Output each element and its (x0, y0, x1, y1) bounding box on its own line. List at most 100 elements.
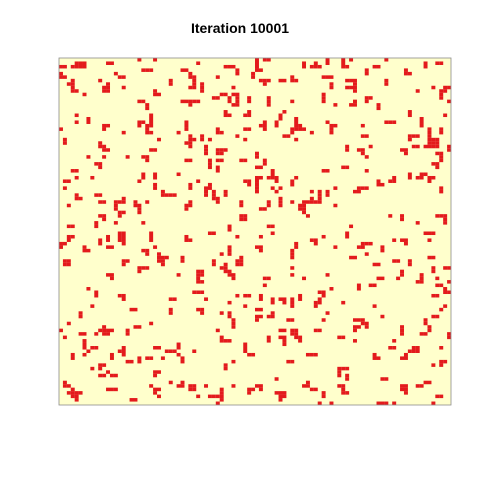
filled-cell (270, 186, 275, 190)
filled-cell (149, 234, 154, 239)
filled-cell (372, 304, 377, 308)
filled-cell (325, 61, 330, 65)
filled-cell (353, 328, 357, 333)
filled-cell (109, 356, 114, 360)
filled-cell (255, 307, 259, 312)
lattice-cells (59, 58, 452, 406)
filled-cell (176, 352, 181, 357)
filled-cell (282, 342, 287, 347)
filled-cell (239, 255, 244, 260)
filled-cell (309, 200, 314, 204)
filled-cell (388, 214, 393, 218)
filled-cell (196, 394, 201, 399)
filled-cell (278, 335, 283, 340)
filled-cell (137, 58, 142, 62)
filled-cell (239, 203, 244, 208)
filled-cell (227, 248, 232, 253)
filled-cell (160, 193, 165, 197)
filled-cell (98, 141, 103, 145)
filled-cell (184, 99, 189, 104)
filled-cell (70, 169, 75, 173)
filled-cell (109, 373, 114, 378)
filled-cell (290, 99, 295, 104)
filled-cell (149, 321, 154, 326)
filled-cell (192, 349, 197, 353)
filled-cell (219, 387, 224, 392)
filled-cell (227, 99, 232, 104)
filled-cell (106, 387, 111, 392)
filled-cell (196, 179, 201, 183)
filled-cell (266, 339, 271, 343)
filled-cell (419, 276, 424, 281)
filled-cell (70, 224, 75, 229)
filled-cell (180, 356, 185, 360)
filled-cell (251, 387, 256, 392)
filled-cell (78, 61, 83, 65)
filled-cell (200, 85, 205, 90)
filled-cell (184, 234, 189, 239)
filled-cell (407, 262, 412, 267)
filled-cell (117, 214, 122, 218)
filled-cell (200, 137, 205, 142)
filled-cell (59, 328, 63, 333)
filled-cell (196, 280, 201, 284)
filled-cell (435, 276, 440, 281)
filled-cell (247, 96, 252, 100)
filled-cell (180, 99, 185, 104)
filled-cell (188, 238, 193, 242)
filled-cell (106, 245, 111, 249)
filled-cell (376, 356, 381, 360)
filled-cell (282, 300, 287, 305)
filled-cell (419, 175, 424, 180)
filled-cell (184, 120, 189, 124)
filled-cell (137, 356, 142, 360)
filled-cell (282, 78, 287, 83)
filled-cell (192, 82, 197, 86)
filled-cell (262, 283, 267, 288)
filled-cell (341, 391, 346, 395)
filled-cell (313, 200, 318, 204)
filled-cell (247, 99, 252, 104)
filled-cell (215, 127, 220, 131)
filled-cell (294, 328, 299, 333)
filled-cell (364, 241, 369, 246)
filled-cell (407, 172, 412, 177)
filled-cell (188, 200, 193, 204)
filled-cell (235, 99, 240, 104)
filled-cell (403, 68, 408, 72)
filled-cell (325, 193, 330, 197)
filled-cell (341, 335, 346, 340)
filled-cell (443, 266, 448, 270)
filled-cell (258, 293, 263, 298)
filled-cell (290, 318, 295, 322)
filled-cell (176, 172, 181, 177)
filled-cell (278, 196, 283, 201)
filled-cell (106, 370, 111, 374)
filled-cell (258, 207, 263, 211)
filled-cell (294, 332, 299, 336)
filled-cell (98, 193, 103, 197)
filled-cell (290, 130, 295, 135)
filled-cell (380, 276, 385, 281)
filled-cell (400, 238, 405, 242)
filled-cell (247, 179, 252, 183)
filled-cell (78, 311, 83, 315)
filled-cell (353, 85, 357, 90)
filled-cell (231, 273, 236, 277)
filled-cell (98, 200, 103, 204)
filled-cell (106, 332, 111, 336)
filled-cell (321, 92, 326, 97)
filled-cell (258, 307, 263, 312)
filled-cell (62, 179, 67, 183)
filled-cell (149, 384, 154, 388)
filled-cell (86, 248, 91, 253)
filled-cell (384, 377, 389, 381)
filled-cell (180, 68, 185, 72)
filled-cell (305, 380, 310, 385)
filled-cell (66, 384, 71, 388)
filled-cell (157, 394, 161, 399)
filled-cell (231, 85, 236, 90)
filled-cell (447, 99, 452, 104)
filled-cell (345, 64, 350, 69)
filled-cell (66, 238, 71, 242)
